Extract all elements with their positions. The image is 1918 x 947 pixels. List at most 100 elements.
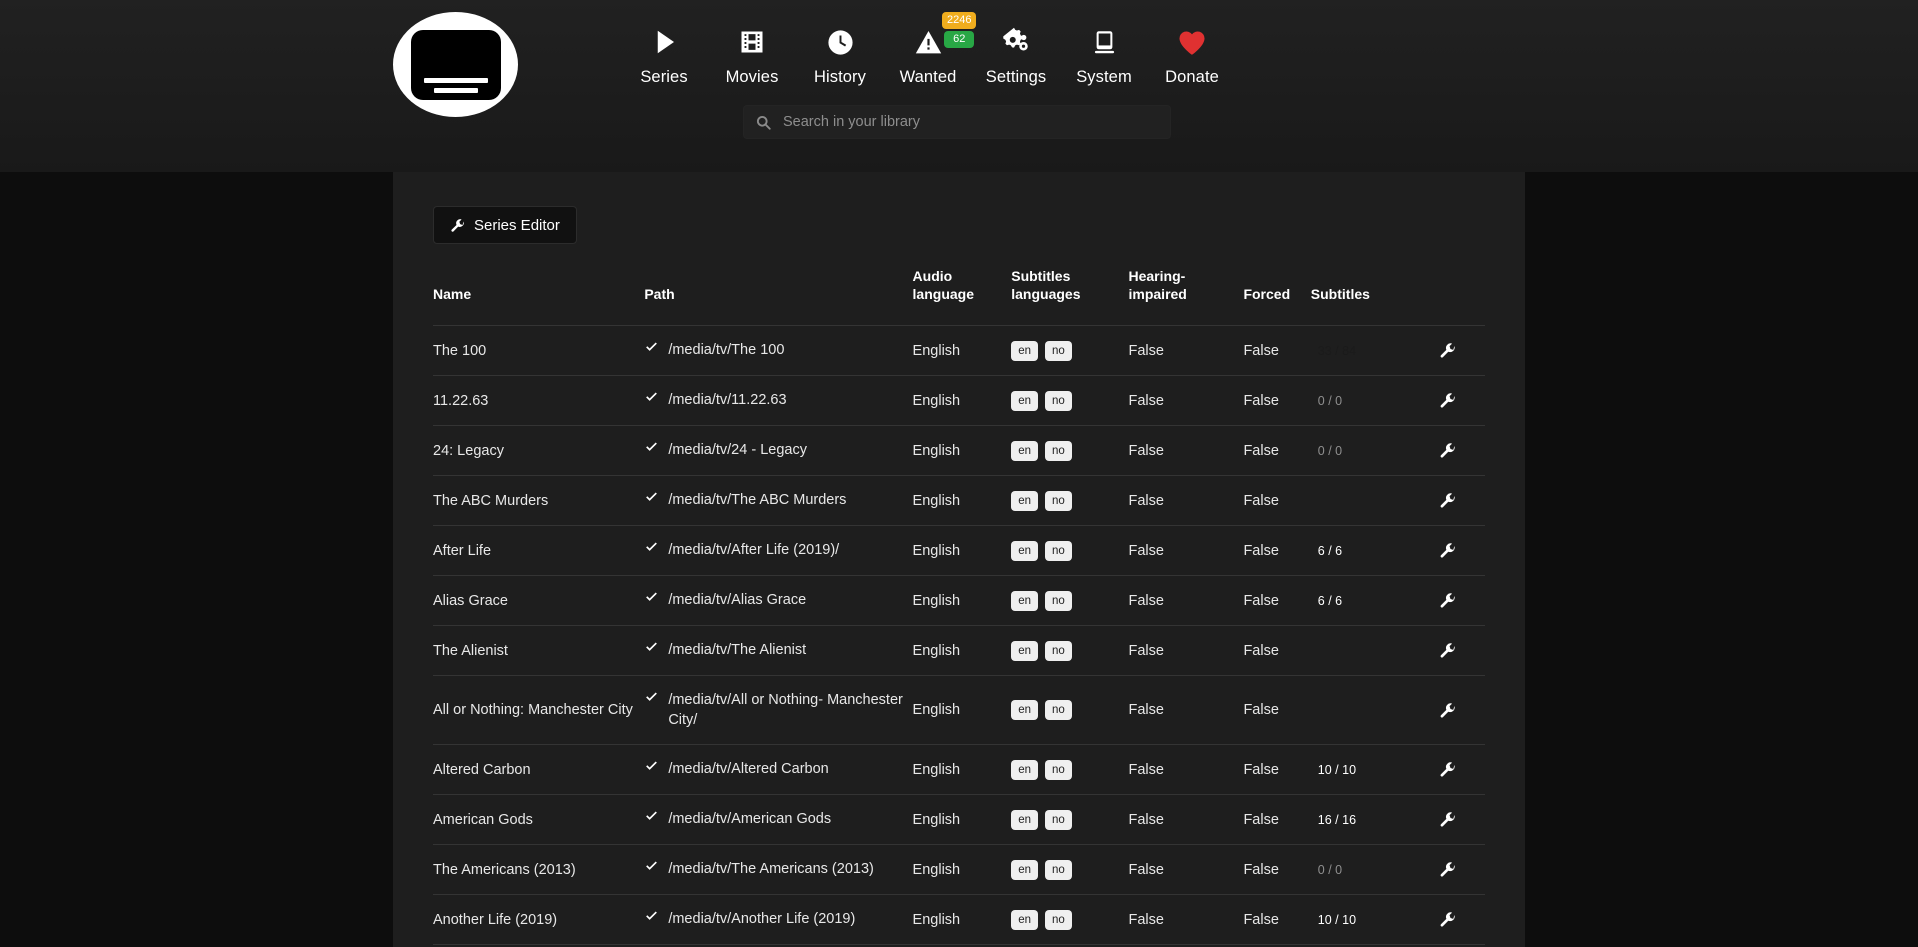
- row-wrench-icon[interactable]: [1439, 861, 1485, 878]
- cell-actions[interactable]: [1438, 675, 1485, 745]
- table-row[interactable]: The ABC Murders/media/tv/The ABC Murders…: [433, 475, 1485, 526]
- nav-item-series[interactable]: Series: [620, 16, 708, 87]
- language-pill-no[interactable]: no: [1045, 809, 1072, 830]
- row-wrench-icon[interactable]: [1439, 702, 1485, 719]
- nav-item-wanted[interactable]: 2246 62 Wanted: [884, 12, 977, 87]
- language-pill-no[interactable]: no: [1045, 440, 1072, 461]
- cell-actions[interactable]: [1438, 325, 1485, 376]
- row-wrench-icon[interactable]: [1439, 911, 1485, 928]
- language-pill-en[interactable]: en: [1011, 540, 1039, 561]
- cell-actions[interactable]: [1438, 625, 1485, 676]
- column-header-subtitles-languages[interactable]: Subtitles languages: [1011, 268, 1081, 302]
- table-row[interactable]: 11.22.63/media/tv/11.22.63 English en no Fal…: [433, 375, 1485, 426]
- cell-actions[interactable]: [1438, 425, 1485, 476]
- language-pill-no[interactable]: no: [1045, 859, 1072, 880]
- table-row[interactable]: Altered Carbon/media/tv/Altered Carbon En…: [433, 744, 1485, 795]
- clock-icon: [826, 22, 855, 62]
- row-wrench-icon[interactable]: [1439, 811, 1485, 828]
- cell-path: /media/tv/Altered Carbon: [644, 744, 913, 795]
- language-pill-en[interactable]: en: [1011, 909, 1039, 930]
- check-icon: [644, 809, 659, 830]
- table-row[interactable]: Another Life (2019) /media/tv/Another Lif…: [433, 894, 1485, 945]
- language-pill-no[interactable]: no: [1045, 909, 1072, 930]
- table-row[interactable]: The Americans (2013) /media/tv/The Americ…: [433, 844, 1485, 895]
- language-pill-en[interactable]: en: [1011, 390, 1039, 411]
- language-pill-no[interactable]: no: [1045, 340, 1072, 361]
- language-pill-no[interactable]: no: [1045, 590, 1072, 611]
- nav-item-history[interactable]: History: [796, 16, 884, 87]
- language-pill-en[interactable]: en: [1011, 640, 1039, 661]
- column-header-name[interactable]: Name: [433, 286, 472, 302]
- language-pill-en[interactable]: en: [1011, 340, 1039, 361]
- column-header-path[interactable]: Path: [644, 286, 675, 302]
- table-row[interactable]: The 100/media/tv/The 100 English en no False…: [433, 325, 1485, 376]
- path-text: /media/tv/24 - Legacy: [668, 442, 807, 458]
- table-row[interactable]: A.P. Bio/media/tv/A.P. BIO/EnglishennoFa…: [433, 944, 1485, 947]
- cell-audio-language: English: [912, 525, 1012, 576]
- table-row[interactable]: After Life/media/tv/After Life (2019)/ En…: [433, 525, 1485, 576]
- bazarr-tv-logo[interactable]: [393, 12, 518, 117]
- column-header-hearing-impaired[interactable]: Hearing-impaired: [1128, 268, 1187, 302]
- language-pill-en[interactable]: en: [1011, 590, 1039, 611]
- cell-actions[interactable]: [1438, 375, 1485, 426]
- row-wrench-icon[interactable]: [1439, 342, 1485, 359]
- language-pill-en[interactable]: en: [1011, 759, 1039, 780]
- nav-item-donate[interactable]: Donate: [1148, 16, 1236, 87]
- search-icon: [756, 115, 771, 130]
- language-pill-no[interactable]: no: [1045, 390, 1072, 411]
- language-pill-no[interactable]: no: [1045, 700, 1072, 720]
- language-pill-en[interactable]: en: [1011, 440, 1039, 461]
- language-pill-no[interactable]: no: [1045, 490, 1072, 511]
- search-bar[interactable]: [743, 105, 1171, 139]
- row-wrench-icon[interactable]: [1439, 392, 1485, 409]
- table-row[interactable]: American Gods/media/tv/American Gods Engl…: [433, 794, 1485, 845]
- table-row[interactable]: All or Nothing: Manchester City/media/tv…: [433, 675, 1485, 745]
- cell-audio-language: English: [912, 375, 1012, 426]
- column-header-subtitles[interactable]: Subtitles: [1310, 286, 1370, 302]
- cell-forced: False: [1243, 794, 1311, 845]
- column-header-audio-language[interactable]: Audio language: [912, 268, 975, 302]
- row-wrench-icon[interactable]: [1439, 592, 1485, 609]
- cell-actions[interactable]: [1438, 744, 1485, 795]
- logo-bar-upper: [423, 77, 488, 83]
- cell-subtitles-progress: 10 / 10: [1310, 744, 1439, 795]
- language-pill-no[interactable]: no: [1045, 540, 1072, 561]
- heart-icon: [1177, 22, 1207, 62]
- cell-forced: False: [1243, 944, 1311, 947]
- table-row[interactable]: The Alienist/media/tv/The Alienist Englis…: [433, 625, 1485, 676]
- cell-actions[interactable]: [1438, 525, 1485, 576]
- row-wrench-icon[interactable]: [1439, 542, 1485, 559]
- check-icon: [644, 909, 659, 930]
- nav-label-history: History: [813, 68, 867, 86]
- cell-actions[interactable]: [1438, 475, 1485, 526]
- language-pill-en[interactable]: en: [1011, 809, 1039, 830]
- language-pill-no[interactable]: no: [1045, 640, 1072, 661]
- row-wrench-icon[interactable]: [1439, 642, 1485, 659]
- nav-item-system[interactable]: System: [1060, 16, 1148, 87]
- row-wrench-icon[interactable]: [1439, 492, 1485, 509]
- check-icon: [644, 440, 659, 461]
- language-pill-en[interactable]: en: [1011, 700, 1039, 720]
- language-pill-en[interactable]: en: [1011, 859, 1039, 880]
- language-pill-en[interactable]: en: [1011, 490, 1039, 511]
- cell-hearing-impaired: False: [1128, 575, 1244, 626]
- search-input[interactable]: [783, 114, 1158, 130]
- table-row[interactable]: 24: Legacy/media/tv/24 - Legacy English en…: [433, 425, 1485, 476]
- row-wrench-icon[interactable]: [1439, 761, 1485, 778]
- nav-item-settings[interactable]: Settings: [972, 16, 1060, 87]
- cell-actions[interactable]: [1438, 944, 1485, 947]
- series-editor-button[interactable]: Series Editor: [433, 206, 577, 244]
- row-wrench-icon[interactable]: [1439, 442, 1485, 459]
- cell-forced: False: [1243, 575, 1311, 626]
- cell-path: /media/tv/Alias Grace: [644, 575, 913, 626]
- table-row[interactable]: Alias Grace/media/tv/Alias Grace English e…: [433, 575, 1485, 626]
- column-header-forced[interactable]: Forced: [1243, 286, 1291, 302]
- cell-forced: False: [1243, 325, 1311, 376]
- path-text: /media/tv/The 100: [668, 342, 785, 358]
- cell-actions[interactable]: [1438, 794, 1485, 845]
- cell-actions[interactable]: [1438, 894, 1485, 945]
- language-pill-no[interactable]: no: [1045, 759, 1072, 780]
- cell-actions[interactable]: [1438, 575, 1485, 626]
- nav-item-movies[interactable]: Movies: [708, 16, 796, 87]
- cell-actions[interactable]: [1438, 844, 1485, 895]
